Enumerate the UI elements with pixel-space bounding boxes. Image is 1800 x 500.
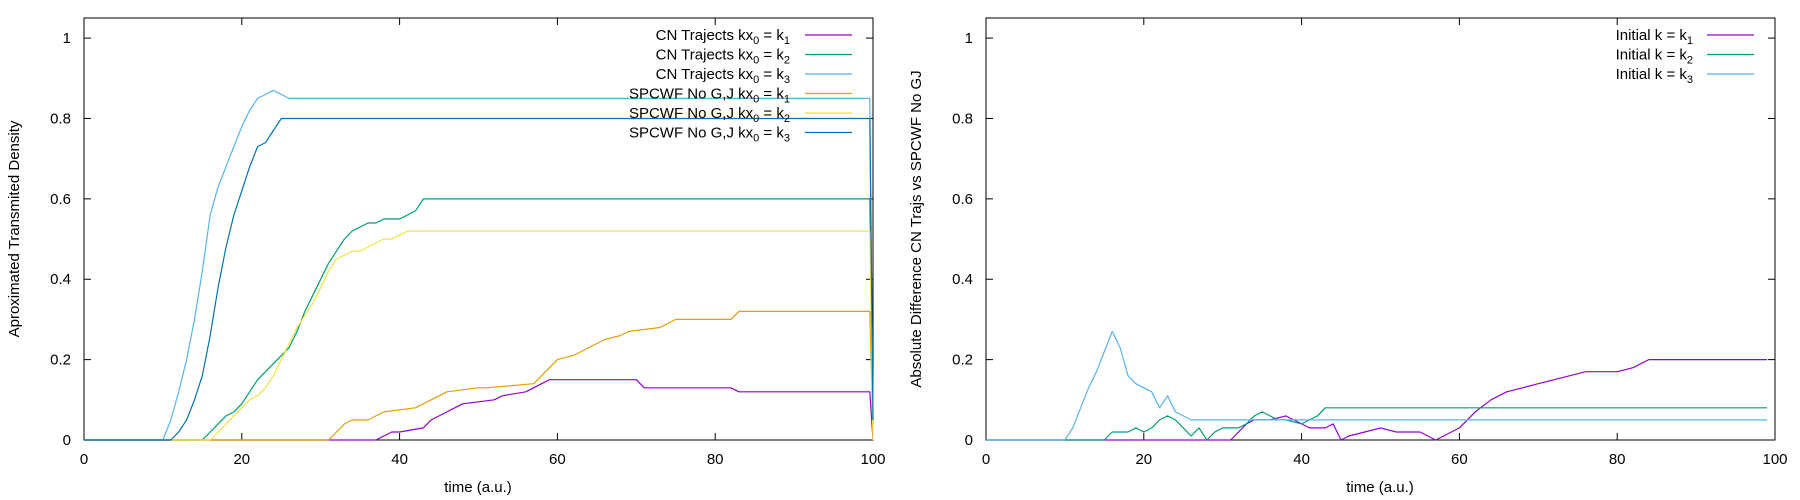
y-tick-label: 0 [965, 432, 973, 449]
plot-frame [985, 17, 1776, 441]
y-tick-label: 0.8 [952, 110, 973, 127]
y-axis-label: Aproximated Transmited Density [6, 120, 23, 337]
x-tick-label: 40 [1293, 451, 1310, 468]
series-lines [84, 89, 874, 441]
y-tick-label: 0.6 [952, 191, 973, 208]
x-tick-label: 40 [391, 451, 408, 468]
tick-marks [986, 18, 1775, 440]
legend-label: SPCWF No G,J kx0 = k1 [629, 86, 790, 106]
series-line-4 [84, 310, 874, 441]
series-line-2 [84, 198, 874, 441]
y-tick-label: 0.6 [50, 191, 71, 208]
legend-label: Initial k = k1 [1616, 27, 1693, 47]
x-tick-labels: 0 20 40 60 80 100 [982, 451, 1788, 468]
y-tick-label: 0.4 [50, 271, 71, 288]
y-tick-label: 0.2 [50, 352, 71, 369]
legend-label: CN Trajects kx0 = k2 [656, 47, 790, 67]
x-tick-label: 0 [982, 451, 990, 468]
y-tick-label: 0 [63, 432, 71, 449]
series-line-5 [84, 230, 874, 441]
x-tick-label: 60 [549, 451, 566, 468]
x-tick-label: 20 [233, 451, 250, 468]
y-tick-label: 0.2 [952, 352, 973, 369]
legend-label: CN Trajects kx0 = k3 [656, 66, 790, 86]
legend-label: Initial k = k2 [1616, 47, 1693, 67]
x-tick-label: 0 [80, 451, 88, 468]
x-tick-labels: 0 20 40 60 80 100 [80, 451, 886, 468]
legend-label: CN Trajects kx0 = k1 [656, 27, 790, 47]
y-tick-label: 0.8 [50, 110, 71, 127]
y-tick-label: 1 [965, 30, 973, 47]
x-tick-label: 100 [860, 451, 885, 468]
x-axis-label: time (a.u.) [444, 479, 512, 496]
plot-frame [83, 17, 874, 441]
series-lines [986, 330, 1768, 441]
series-line-3 [84, 89, 874, 441]
series-line-2 [986, 407, 1768, 441]
series-line-6 [84, 117, 874, 441]
y-tick-labels: 0 0.2 0.4 0.6 0.8 1 [952, 30, 973, 449]
y-tick-label: 0.4 [952, 271, 973, 288]
x-axis-label: time (a.u.) [1346, 479, 1414, 496]
series-line-3 [986, 330, 1768, 441]
x-tick-label: 100 [1762, 451, 1787, 468]
legend-label: SPCWF No G,J kx0 = k3 [629, 125, 790, 145]
chart-panel-right: 0 20 40 60 80 100 00.20.40.60.81 time (a.u.) … [908, 17, 1788, 496]
legend-label: SPCWF No G,J kx0 = k2 [629, 105, 790, 125]
y-axis-label: Absolute Difference CN Trajs vs SPCWF No… [908, 70, 925, 387]
y-tick-labels: 0 0.2 0.4 0.6 0.8 1 [50, 30, 71, 449]
series-line-1 [986, 359, 1768, 441]
x-tick-label: 20 [1135, 451, 1152, 468]
series-line-1 [84, 379, 874, 441]
x-tick-label: 60 [1451, 451, 1468, 468]
x-tick-label: 80 [707, 451, 724, 468]
legend-label: Initial k = k3 [1616, 66, 1693, 86]
y-tick-label: 1 [63, 30, 71, 47]
chart-panel-left: 0 20 40 60 80 100 00.20.40.60.81 time (a.u.) … [6, 17, 886, 496]
x-tick-label: 80 [1609, 451, 1626, 468]
